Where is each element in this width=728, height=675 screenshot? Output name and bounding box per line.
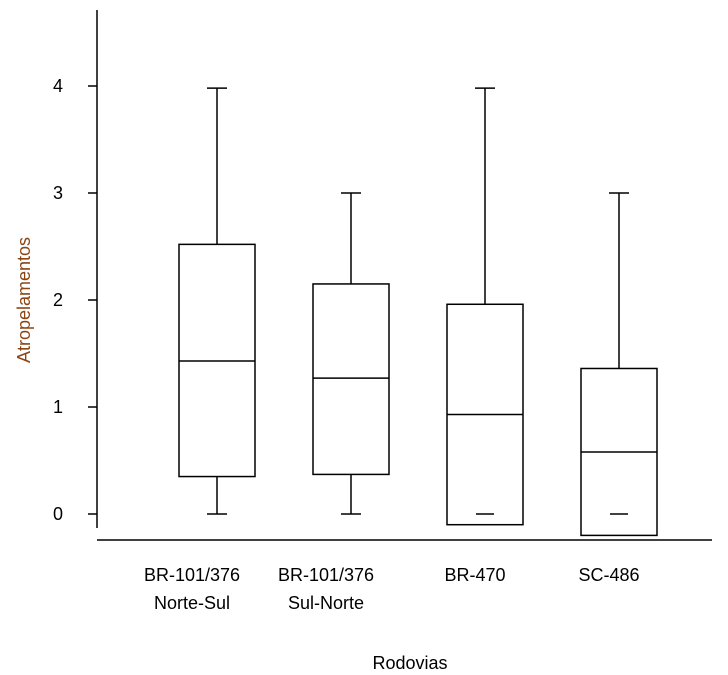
y-tick-label: 3: [53, 183, 63, 203]
y-tick-label: 1: [53, 397, 63, 417]
category-label: BR-470: [444, 565, 505, 585]
category-label: SC-486: [578, 565, 639, 585]
category-label: BR-101/376: [278, 565, 374, 585]
y-ticks: 0 1 2 3 4: [53, 76, 97, 524]
box-4: [580, 192, 658, 537]
category-label: BR-101/376: [144, 565, 240, 585]
box-2: [312, 192, 390, 515]
y-axis-title: Atropelamentos: [14, 237, 34, 363]
y-tick-label: 0: [53, 504, 63, 524]
box-3: [446, 87, 524, 526]
iqr-box: [312, 283, 390, 476]
y-tick-label: 4: [53, 76, 63, 96]
category-label-line2: Norte-Sul: [154, 593, 230, 613]
boxes: [178, 87, 658, 537]
y-tick-label: 2: [53, 290, 63, 310]
box-1: [178, 87, 256, 515]
category-labels: BR-101/376 Norte-Sul BR-101/376 Sul-Norte BR…: [144, 565, 640, 613]
x-axis-title: Rodovias: [372, 653, 447, 673]
category-label-line2: Sul-Norte: [288, 593, 364, 613]
